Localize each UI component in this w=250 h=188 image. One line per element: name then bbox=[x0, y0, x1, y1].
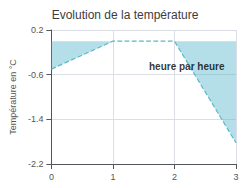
svg-text:2: 2 bbox=[172, 172, 177, 182]
svg-text:0: 0 bbox=[49, 172, 54, 182]
svg-text:-2.2: -2.2 bbox=[28, 159, 44, 169]
svg-text:-0.6: -0.6 bbox=[28, 70, 44, 80]
svg-text:heure par heure: heure par heure bbox=[149, 61, 225, 72]
svg-text:-1.4: -1.4 bbox=[28, 114, 44, 124]
svg-text:3: 3 bbox=[233, 172, 238, 182]
svg-text:0.2: 0.2 bbox=[31, 25, 44, 35]
svg-text:1: 1 bbox=[110, 172, 115, 182]
svg-text:Température en °C: Température en °C bbox=[8, 59, 18, 135]
svg-text:Evolution de la température: Evolution de la température bbox=[52, 8, 199, 22]
